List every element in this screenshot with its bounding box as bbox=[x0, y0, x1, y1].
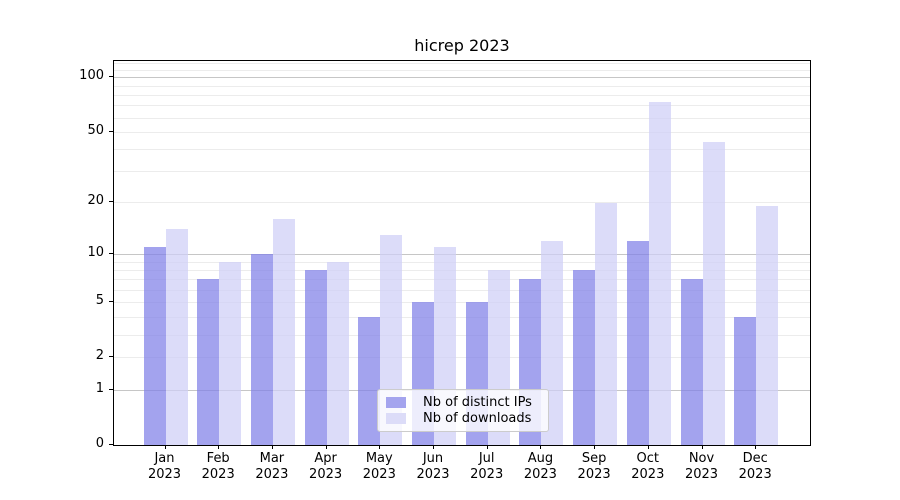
y-tick-mark bbox=[109, 76, 113, 78]
y-gridline-minor bbox=[114, 316, 810, 318]
gridlines-layer bbox=[114, 61, 810, 445]
x-tick-mark bbox=[594, 445, 596, 449]
bars-layer bbox=[114, 61, 810, 445]
x-tick-label-nov: Nov 2023 bbox=[684, 451, 719, 482]
bar-jan-distinct-ips bbox=[143, 247, 166, 445]
x-tick-label-aug: Aug 2023 bbox=[523, 451, 557, 482]
x-tick-mark bbox=[218, 445, 220, 449]
bar-jan-downloads bbox=[165, 229, 188, 445]
y-gridline-minor bbox=[114, 85, 810, 87]
x-tick-label-may: May 2023 bbox=[362, 451, 396, 482]
y-gridline-minor bbox=[114, 105, 810, 107]
plot-area bbox=[113, 60, 811, 446]
y-gridline-minor bbox=[114, 202, 810, 204]
y-gridline-minor bbox=[114, 302, 810, 304]
chart-title: hicrep 2023 bbox=[414, 36, 510, 55]
bar-feb-distinct-ips bbox=[197, 279, 220, 445]
x-tick-label-dec: Dec 2023 bbox=[738, 451, 772, 482]
x-axis: Jan 2023 Feb 2023 Mar 2023 Apr 2023 May 2023 Jun 20… bbox=[113, 445, 809, 495]
x-tick-mark bbox=[379, 445, 381, 449]
legend-swatch-downloads bbox=[386, 413, 406, 424]
y-tick-mark bbox=[109, 444, 113, 445]
bar-apr-distinct-ips bbox=[304, 270, 327, 445]
x-tick-mark bbox=[701, 445, 703, 449]
y-gridline-minor bbox=[114, 289, 810, 291]
y-tick-mark bbox=[109, 356, 113, 358]
y-tick-label: 0 bbox=[95, 436, 104, 452]
x-tick-mark bbox=[325, 445, 327, 449]
y-tick-label: 50 bbox=[87, 122, 104, 138]
y-tick-mark bbox=[109, 388, 113, 390]
x-tick-label-feb: Feb 2023 bbox=[201, 451, 235, 482]
y-tick-label: 10 bbox=[87, 245, 104, 261]
x-tick-label-mar: Mar 2023 bbox=[255, 451, 289, 482]
y-gridline-major bbox=[114, 253, 810, 255]
legend: Nb of distinct IPs Nb of downloads bbox=[377, 389, 549, 432]
legend-entry-downloads: Nb of downloads bbox=[386, 411, 540, 426]
bar-dec-downloads bbox=[756, 206, 779, 445]
bar-nov-downloads bbox=[702, 141, 725, 445]
x-tick-mark bbox=[486, 445, 488, 449]
y-gridline-major bbox=[114, 77, 810, 79]
y-gridline-minor bbox=[114, 269, 810, 271]
y-tick-mark bbox=[109, 301, 113, 303]
bar-may-distinct-ips bbox=[358, 316, 381, 445]
bar-mar-distinct-ips bbox=[250, 254, 273, 445]
y-tick-label: 100 bbox=[79, 68, 104, 84]
legend-label-downloads: Nb of downloads bbox=[423, 411, 532, 426]
y-gridline-minor bbox=[114, 94, 810, 96]
legend-label-distinct-ips: Nb of distinct IPs bbox=[423, 395, 532, 410]
y-gridline-minor bbox=[114, 131, 810, 133]
bar-mar-downloads bbox=[272, 219, 295, 445]
y-tick-mark bbox=[109, 252, 113, 254]
x-tick-label-jan: Jan 2023 bbox=[147, 451, 182, 482]
bar-nov-distinct-ips bbox=[680, 279, 703, 445]
y-tick-mark bbox=[109, 201, 113, 203]
x-tick-mark bbox=[271, 445, 273, 449]
bar-feb-downloads bbox=[219, 261, 242, 445]
x-tick-label-jun: Jun 2023 bbox=[416, 451, 450, 482]
y-gridline-minor bbox=[114, 62, 810, 64]
x-tick-mark bbox=[164, 445, 166, 449]
y-tick-label: 2 bbox=[95, 348, 104, 364]
y-gridline-minor bbox=[114, 261, 810, 263]
y-gridline-minor bbox=[114, 334, 810, 336]
bar-sep-downloads bbox=[595, 202, 618, 445]
x-tick-mark bbox=[647, 445, 649, 449]
legend-entry-distinct-ips: Nb of distinct IPs bbox=[386, 395, 540, 410]
x-tick-label-oct: Oct 2023 bbox=[631, 451, 665, 482]
y-tick-label: 5 bbox=[95, 293, 104, 309]
y-gridline-minor bbox=[114, 171, 810, 173]
bar-sep-distinct-ips bbox=[573, 270, 596, 445]
y-gridline-minor bbox=[114, 149, 810, 151]
y-gridline-minor bbox=[114, 69, 810, 71]
y-tick-mark bbox=[109, 130, 113, 132]
y-gridline-minor bbox=[114, 117, 810, 119]
x-tick-label-jul: Jul 2023 bbox=[470, 451, 504, 482]
x-tick-mark bbox=[433, 445, 434, 449]
y-axis: 0 1 2 5 10 20 50 100 bbox=[0, 60, 113, 451]
x-tick-label-sep: Sep 2023 bbox=[577, 451, 611, 482]
legend-swatch-distinct-ips bbox=[386, 397, 406, 408]
bar-dec-distinct-ips bbox=[734, 316, 757, 445]
y-tick-label: 20 bbox=[87, 193, 104, 209]
y-tick-label: 1 bbox=[95, 380, 104, 396]
y-gridline-minor bbox=[114, 357, 810, 359]
bar-apr-downloads bbox=[326, 261, 349, 445]
bar-oct-downloads bbox=[648, 102, 671, 445]
x-tick-mark bbox=[755, 445, 757, 449]
x-tick-mark bbox=[540, 445, 542, 449]
y-gridline-minor bbox=[114, 279, 810, 281]
x-tick-label-apr: Apr 2023 bbox=[309, 451, 343, 482]
bar-oct-distinct-ips bbox=[626, 240, 649, 445]
